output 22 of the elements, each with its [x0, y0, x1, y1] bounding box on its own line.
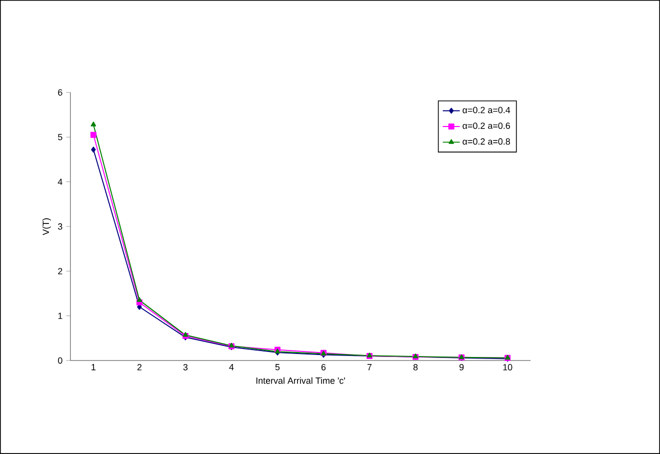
x-tick-label: 5 [275, 364, 280, 370]
legend-label: α=0.2 a=0.4 [462, 106, 510, 114]
y-tick-label: 5 [58, 134, 62, 140]
y-tick-label: 4 [58, 178, 62, 185]
y-tick-label: 6 [58, 89, 62, 96]
y-tick-label: 1 [58, 312, 62, 319]
y-tick-label: 2 [58, 268, 62, 274]
x-tick-label: 9 [459, 364, 464, 370]
x-tick-label: 4 [229, 364, 234, 370]
x-tick-label: 8 [413, 364, 418, 370]
legend-label: α=0.2 a=0.6 [462, 122, 510, 129]
x-tick-label: 2 [137, 364, 142, 370]
y-tick-label: 3 [58, 223, 62, 230]
x-tick-label: 10 [503, 364, 512, 370]
x-axis-title: Interval Arrival Time 'c' [256, 377, 345, 384]
x-tick-label: 6 [321, 364, 326, 370]
x-tick-label: 7 [367, 364, 372, 370]
x-tick-label: 1 [92, 364, 96, 370]
y-axis-title: V(T) [42, 218, 51, 236]
legend-label: α=0.2 a=0.8 [462, 138, 510, 145]
x-tick-label: 3 [183, 364, 188, 370]
y-tick-label: 0 [58, 357, 62, 364]
